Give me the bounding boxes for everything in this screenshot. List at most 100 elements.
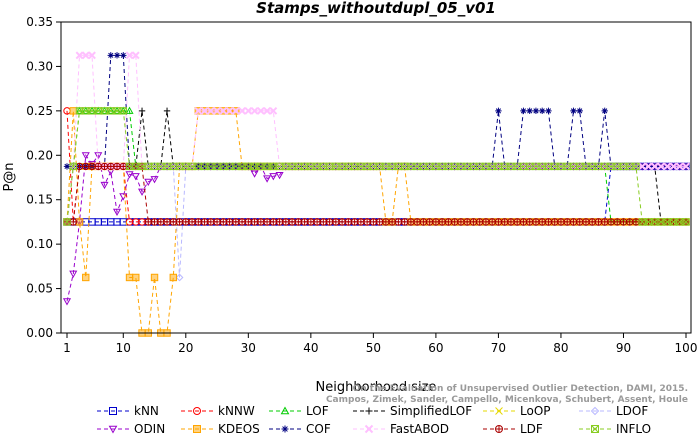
point-marker — [650, 162, 659, 171]
point-marker — [325, 218, 334, 226]
point-marker — [120, 52, 127, 59]
y-tick-label: 0.30 — [26, 59, 53, 73]
point-marker — [238, 218, 246, 226]
series-line — [67, 54, 686, 167]
point-marker — [363, 218, 371, 226]
point-marker — [193, 407, 201, 415]
point-marker — [682, 162, 690, 171]
point-marker — [163, 107, 171, 115]
legend-item-fastabod: FastABOD — [353, 422, 449, 434]
point-marker — [594, 218, 603, 226]
point-marker — [313, 218, 321, 226]
point-marker — [507, 218, 515, 226]
legend-label: kNN — [134, 404, 159, 418]
point-marker — [532, 218, 540, 226]
point-marker — [275, 218, 284, 226]
point-marker — [138, 107, 146, 115]
legend-item-kdeos: KDEOS — [181, 422, 260, 434]
point-marker — [495, 107, 502, 115]
point-marker — [107, 162, 115, 171]
point-marker — [425, 218, 434, 226]
x-tick-label: 1 — [63, 341, 71, 355]
point-marker — [125, 51, 134, 60]
point-marker — [532, 107, 540, 115]
legend-label: ODIN — [134, 422, 165, 434]
point-marker — [419, 218, 428, 226]
point-marker — [282, 218, 290, 226]
point-marker — [590, 406, 600, 416]
point-marker — [175, 273, 184, 282]
series-line — [67, 165, 686, 223]
point-marker — [288, 218, 296, 226]
point-marker — [588, 218, 596, 226]
point-marker — [232, 218, 240, 226]
point-marker — [519, 218, 528, 226]
legend-item-cof: COF — [269, 422, 331, 434]
point-marker — [332, 218, 340, 226]
x-tick-label: 40 — [303, 341, 318, 355]
x-tick-label: 50 — [366, 341, 381, 355]
point-marker — [520, 107, 527, 115]
point-marker — [444, 218, 453, 226]
caption-line-2: On the Evaluation of Unsupervised Outlie… — [353, 384, 688, 394]
point-marker — [63, 163, 71, 170]
legend-item-loop: LoOP — [483, 404, 551, 418]
legend-label: kNNW — [218, 404, 255, 418]
point-marker — [200, 218, 209, 226]
y-tick-label: 0.10 — [26, 237, 53, 251]
legend-label: LoOP — [520, 404, 551, 418]
point-marker — [281, 425, 289, 433]
point-marker — [526, 107, 533, 115]
point-marker — [144, 178, 153, 186]
point-marker — [294, 218, 303, 226]
point-marker — [582, 218, 590, 226]
point-marker — [119, 162, 127, 171]
point-marker — [75, 218, 84, 226]
point-marker — [280, 406, 290, 415]
point-marker — [570, 107, 577, 115]
point-marker — [194, 162, 203, 171]
y-tick-label: 0.05 — [26, 282, 53, 296]
point-marker — [525, 218, 534, 226]
point-marker — [545, 107, 552, 115]
point-marker — [109, 407, 117, 415]
point-marker — [81, 51, 90, 60]
point-marker — [244, 106, 253, 115]
point-marker — [307, 218, 315, 226]
point-marker — [69, 107, 77, 115]
point-marker — [338, 218, 346, 226]
point-marker — [250, 218, 259, 226]
point-marker — [495, 425, 503, 433]
point-marker — [125, 106, 134, 114]
point-marker — [75, 51, 84, 60]
point-marker — [256, 106, 265, 115]
point-marker — [364, 424, 374, 434]
series-inflo — [63, 107, 690, 226]
point-marker — [200, 106, 209, 115]
point-marker — [488, 218, 496, 226]
point-marker — [82, 273, 90, 282]
point-marker — [94, 162, 102, 171]
point-marker — [150, 176, 159, 184]
point-marker — [119, 106, 128, 114]
point-marker — [269, 106, 278, 115]
legend-item-ldof: LDOF — [579, 404, 648, 418]
point-marker — [394, 218, 403, 226]
point-marker — [206, 106, 215, 115]
point-marker — [193, 425, 201, 433]
point-marker — [576, 218, 584, 226]
point-marker — [175, 218, 184, 226]
point-marker — [375, 218, 384, 226]
y-tick-label: 0.35 — [26, 15, 53, 29]
point-marker — [194, 218, 203, 226]
plot-frame — [60, 21, 692, 334]
x-tick-label: 60 — [428, 341, 443, 355]
point-marker — [81, 152, 90, 160]
point-marker — [475, 218, 484, 226]
point-marker — [413, 218, 421, 226]
point-marker — [108, 425, 118, 434]
legend-item-knnw: kNNW — [181, 404, 255, 418]
y-tick-label: 0.25 — [26, 104, 53, 118]
point-marker — [463, 218, 471, 226]
chart-title: Stamps_withoutdupl_05_v01 — [256, 0, 496, 17]
